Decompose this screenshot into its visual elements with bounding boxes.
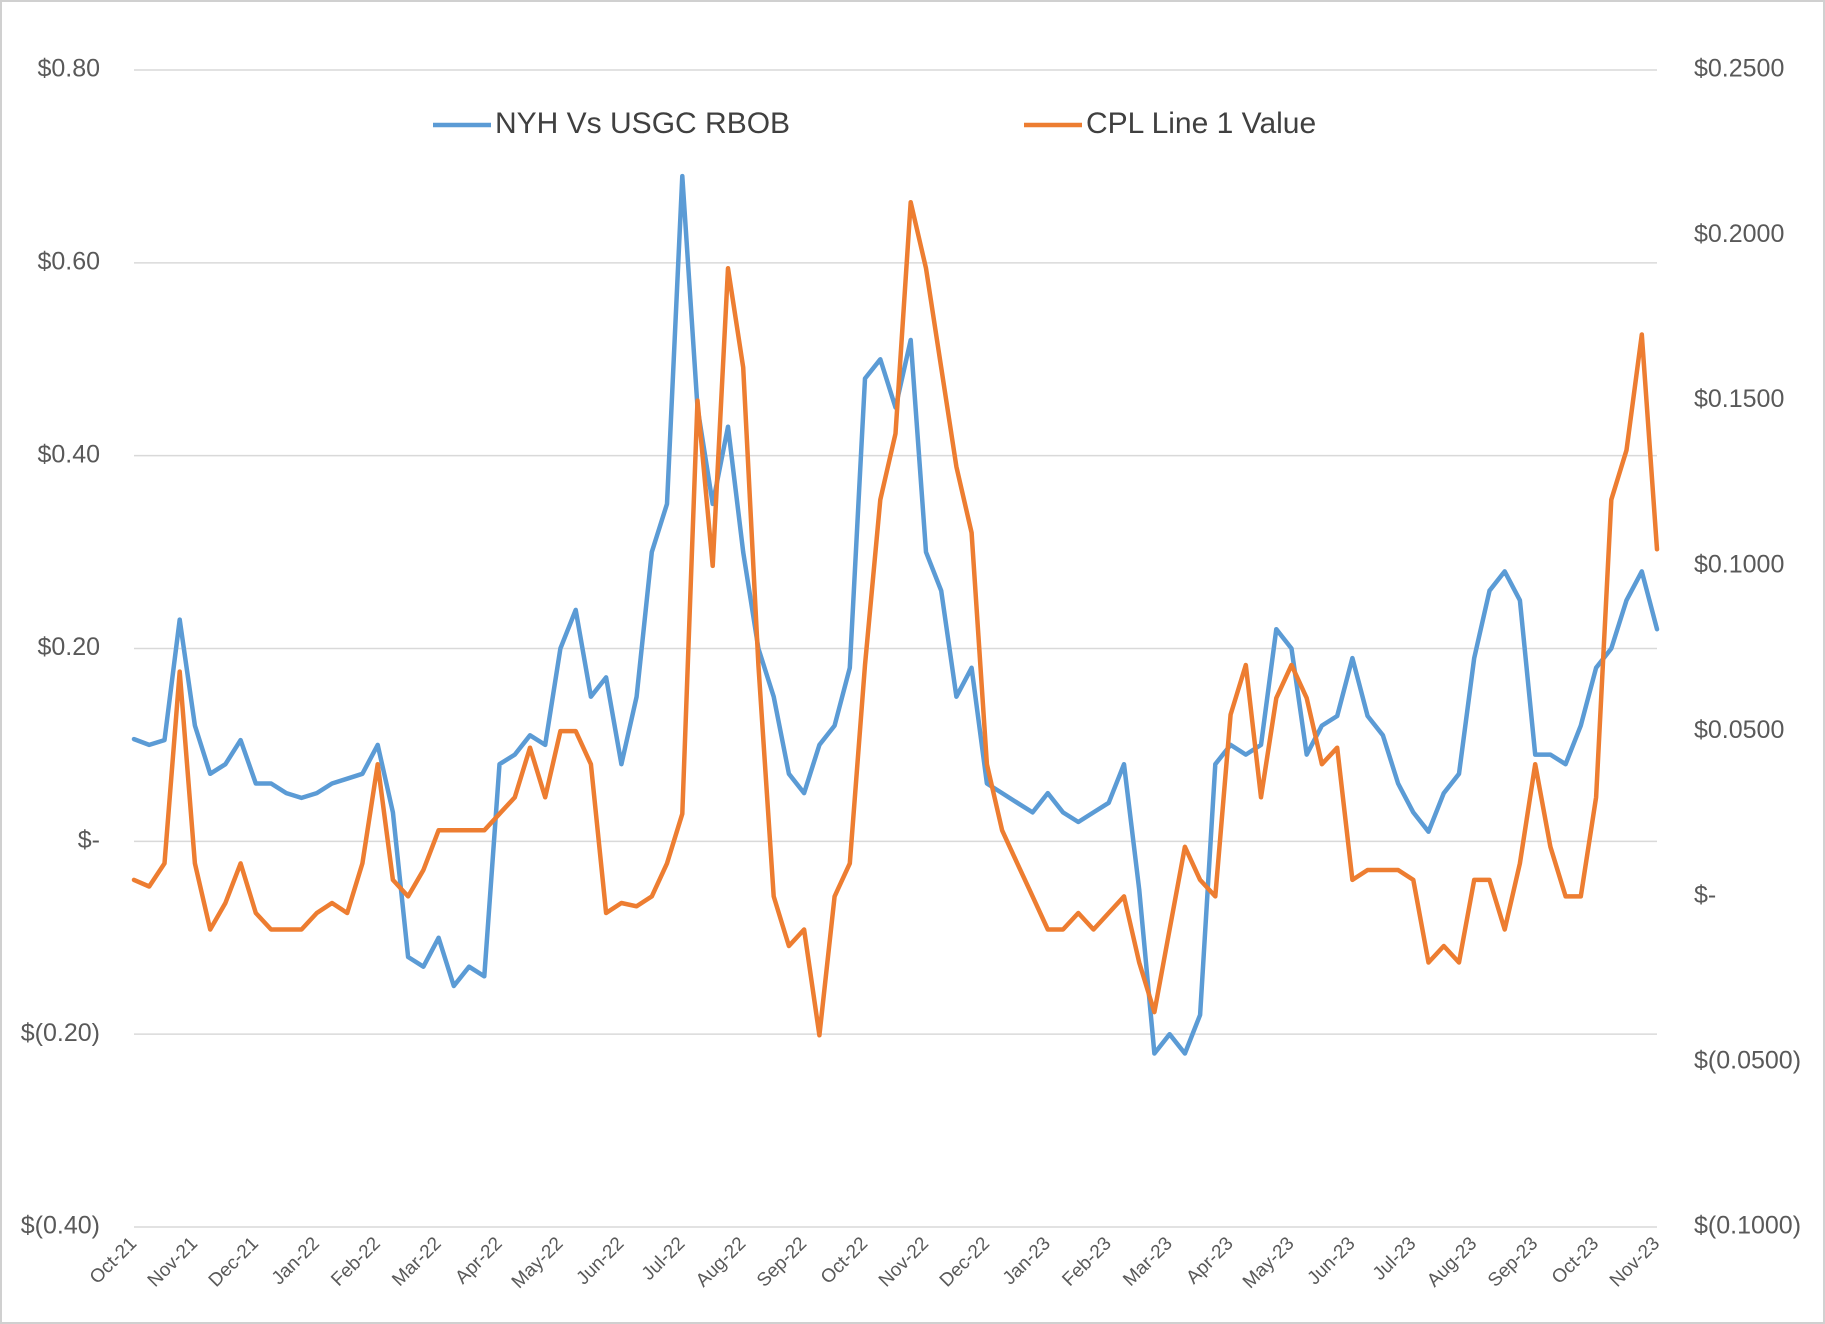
- y-tick-label: $0.80: [37, 55, 100, 83]
- y2-tick-label: $0.2500: [1694, 55, 1784, 83]
- y-tick-label: $0.40: [37, 440, 100, 468]
- y-tick-label: $-: [78, 826, 100, 854]
- series-line: [131, 199, 1660, 1038]
- y-tick-label: $0.60: [37, 247, 100, 275]
- y2-tick-label: $0.0500: [1694, 716, 1784, 744]
- y-tick-label: $0.20: [37, 633, 100, 661]
- y-tick-label: $(0.20): [21, 1019, 100, 1047]
- legend-label: NYH Vs USGC RBOB: [495, 107, 790, 140]
- y2-tick-label: $0.1000: [1694, 550, 1784, 578]
- legend-label: CPL Line 1 Value: [1086, 107, 1316, 140]
- y2-tick-label: $0.2000: [1694, 220, 1784, 248]
- y2-tick-label: $(0.1000): [1694, 1212, 1801, 1240]
- y2-tick-label: $-: [1694, 881, 1716, 909]
- y2-tick-label: $0.1500: [1694, 385, 1784, 413]
- y-tick-label: $(0.40): [21, 1212, 100, 1240]
- y2-tick-label: $(0.0500): [1694, 1046, 1801, 1074]
